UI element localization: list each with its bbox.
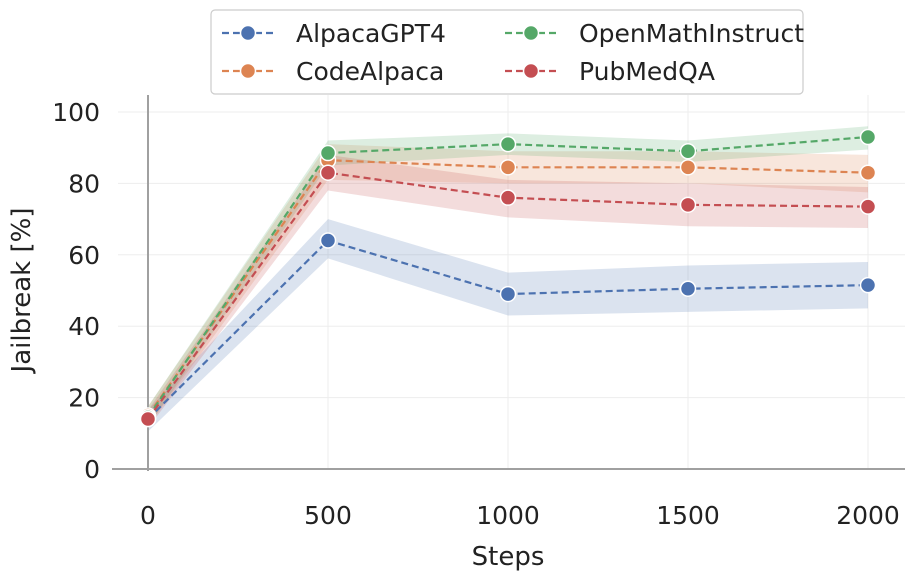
legend-marker-AlpacaGPT4 — [239, 24, 257, 42]
legend: AlpacaGPT4 CodeAlpaca OpenMathInstruct PubM… — [210, 9, 804, 95]
x-tick-label-1000: 1000 — [476, 501, 540, 530]
legend-marker-OpenMathInstruct — [522, 24, 540, 42]
point-AlpacaGPT4-1500 — [679, 280, 697, 297]
point-OpenMathInstruct-500 — [319, 144, 337, 162]
y-tick-label-20: 20 — [68, 384, 100, 413]
point-AlpacaGPT4-1000 — [499, 285, 517, 303]
point-AlpacaGPT4-2000 — [859, 276, 877, 294]
legend-label-CodeAlpaca: CodeAlpaca — [296, 57, 444, 86]
x-tick-label-500: 500 — [304, 501, 352, 530]
x-tick-label-1500: 1500 — [656, 501, 720, 530]
grid-lines — [118, 95, 905, 470]
point-OpenMathInstruct-1000 — [499, 135, 517, 153]
y-tick-label-0: 0 — [84, 455, 100, 484]
point-OpenMathInstruct-2000 — [859, 128, 877, 146]
x-tick-label-2000: 2000 — [836, 501, 900, 530]
y-tick-label-40: 40 — [68, 312, 100, 341]
y-tick-label-60: 60 — [68, 241, 100, 270]
x-tick-label-0: 0 — [140, 501, 156, 530]
legend-marker-PubMedQA — [522, 62, 540, 80]
point-PubMedQA-500 — [319, 164, 337, 181]
legend-label-AlpacaGPT4: AlpacaGPT4 — [296, 19, 446, 48]
confidence-bands — [148, 126, 868, 432]
series-line-CodeAlpaca — [147, 159, 869, 417]
point-PubMedQA-2000 — [859, 198, 877, 215]
band-AlpacaGPT4 — [148, 219, 868, 432]
point-CodeAlpaca-1000 — [499, 159, 517, 176]
legend-marker-CodeAlpaca — [239, 62, 257, 80]
legend-frame — [210, 9, 804, 95]
x-axis-label: Steps — [472, 542, 545, 572]
point-CodeAlpaca-1500 — [679, 159, 697, 176]
point-PubMedQA-0 — [139, 410, 157, 428]
y-tick-label-100: 100 — [52, 98, 100, 127]
legend-label-OpenMathInstruct: OpenMathInstruct — [579, 19, 804, 48]
band-PubMedQA — [148, 154, 868, 428]
point-OpenMathInstruct-1500 — [679, 143, 697, 160]
band-CodeAlpaca — [148, 144, 868, 427]
point-PubMedQA-1500 — [679, 196, 697, 214]
point-PubMedQA-1000 — [499, 189, 517, 206]
series-lines — [139, 128, 877, 428]
y-axis-label: Jailbreak [%] — [7, 208, 37, 375]
point-AlpacaGPT4-500 — [319, 232, 337, 249]
point-CodeAlpaca-2000 — [859, 164, 877, 181]
legend-label-PubMedQA: PubMedQA — [579, 57, 715, 86]
y-tick-label-80: 80 — [68, 169, 100, 198]
